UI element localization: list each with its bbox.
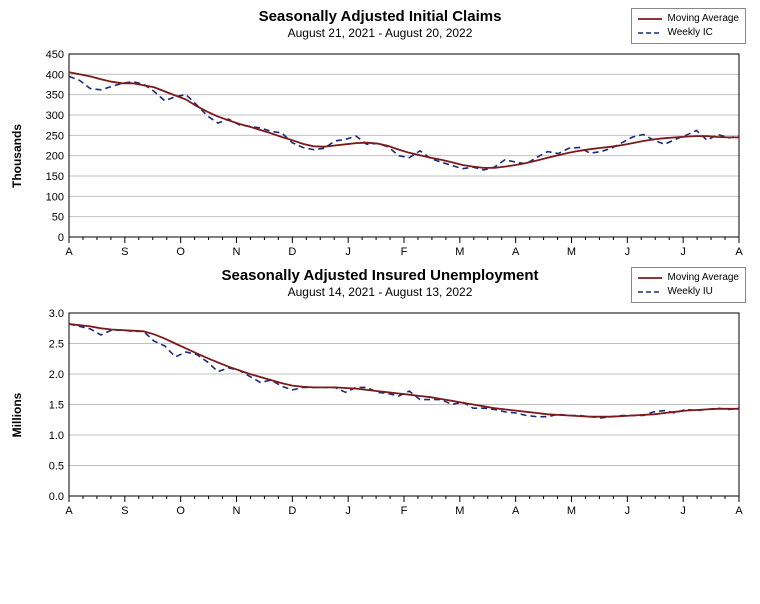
svg-text:D: D <box>288 505 296 517</box>
svg-text:A: A <box>735 246 743 258</box>
svg-text:1.0: 1.0 <box>49 430 64 442</box>
svg-text:J: J <box>625 246 631 258</box>
svg-text:M: M <box>455 246 464 258</box>
svg-text:M: M <box>455 505 464 517</box>
svg-text:2.0: 2.0 <box>49 369 64 381</box>
plot-area: 0.0 0.5 1.0 1.5 2.0 2.5 3.0 A S O N D J F M A M J J A <box>26 307 752 522</box>
svg-text:J: J <box>680 246 686 258</box>
chart-svg: 0.0 0.5 1.0 1.5 2.0 2.5 3.0 A S O N D J F M A M J J A <box>26 307 752 522</box>
svg-text:2.5: 2.5 <box>49 339 64 351</box>
chart-legend: Moving Average Weekly IC <box>631 8 746 44</box>
initial-claims-chart: Seasonally Adjusted Initial Claims Augus… <box>8 8 752 263</box>
svg-text:250: 250 <box>46 130 64 142</box>
legend-swatch-line <box>638 28 662 38</box>
svg-text:J: J <box>625 505 631 517</box>
plot-row: Thousands 0 50 100 150 200 250 300 350 400 450 A S O… <box>8 48 752 263</box>
legend-swatch-line <box>638 273 662 283</box>
svg-text:N: N <box>233 246 241 258</box>
svg-text:F: F <box>401 246 408 258</box>
svg-text:M: M <box>567 505 576 517</box>
svg-text:300: 300 <box>46 110 64 122</box>
legend-swatch-line <box>638 14 662 24</box>
svg-text:M: M <box>567 246 576 258</box>
svg-text:A: A <box>65 246 73 258</box>
chart-svg: 0 50 100 150 200 250 300 350 400 450 A S O N D J F M A M J J A <box>26 48 752 263</box>
svg-text:50: 50 <box>52 212 64 224</box>
chart-legend: Moving Average Weekly IU <box>631 267 746 303</box>
svg-text:J: J <box>345 246 351 258</box>
svg-text:J: J <box>680 505 686 517</box>
plot-area: 0 50 100 150 200 250 300 350 400 450 A S O N D J F M A M J J A <box>26 48 752 263</box>
svg-text:A: A <box>512 505 520 517</box>
charts-container: Seasonally Adjusted Initial Claims Augus… <box>8 8 752 522</box>
svg-text:A: A <box>512 246 520 258</box>
svg-text:200: 200 <box>46 151 64 163</box>
legend-label: Moving Average <box>667 12 739 26</box>
legend-item: Moving Average <box>638 12 739 26</box>
svg-text:J: J <box>345 505 351 517</box>
svg-text:150: 150 <box>46 171 64 183</box>
legend-item: Moving Average <box>638 271 739 285</box>
svg-text:3.0: 3.0 <box>49 308 64 320</box>
legend-swatch-line <box>638 287 662 297</box>
insured-unemployment-chart: Seasonally Adjusted Insured Unemployment… <box>8 267 752 522</box>
svg-text:D: D <box>288 246 296 258</box>
svg-text:S: S <box>121 505 128 517</box>
chart-header: Seasonally Adjusted Insured Unemployment… <box>8 267 752 307</box>
chart-header: Seasonally Adjusted Initial Claims Augus… <box>8 8 752 48</box>
legend-label: Weekly IC <box>667 26 712 40</box>
svg-text:F: F <box>401 505 408 517</box>
y-axis-label: Thousands <box>8 48 26 263</box>
svg-text:N: N <box>233 505 241 517</box>
legend-label: Weekly IU <box>667 285 712 299</box>
svg-text:1.5: 1.5 <box>49 400 64 412</box>
svg-text:0.5: 0.5 <box>49 461 64 473</box>
svg-text:100: 100 <box>46 191 64 203</box>
svg-text:0: 0 <box>58 232 64 244</box>
svg-text:450: 450 <box>46 49 64 61</box>
svg-text:350: 350 <box>46 90 64 102</box>
svg-text:0.0: 0.0 <box>49 491 64 503</box>
svg-text:A: A <box>65 505 73 517</box>
y-axis-label: Millions <box>8 307 26 522</box>
svg-text:O: O <box>176 505 185 517</box>
svg-text:S: S <box>121 246 128 258</box>
svg-text:O: O <box>176 246 185 258</box>
svg-text:400: 400 <box>46 69 64 81</box>
plot-row: Millions 0.0 0.5 1.0 1.5 2.0 2.5 3.0 A S O N D J F M A M… <box>8 307 752 522</box>
legend-item: Weekly IU <box>638 285 739 299</box>
legend-label: Moving Average <box>667 271 739 285</box>
legend-item: Weekly IC <box>638 26 739 40</box>
svg-text:A: A <box>735 505 743 517</box>
